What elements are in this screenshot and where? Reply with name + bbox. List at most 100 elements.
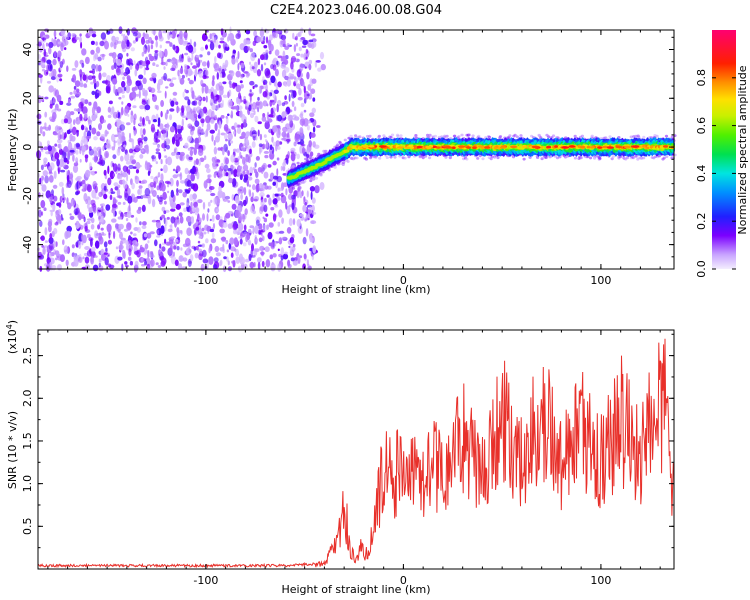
heatmap-noise-cell [308,27,312,36]
heatmap-noise-cell [263,171,269,179]
heatmap-noise-cell [255,184,260,193]
heatmap-noise-cell [53,240,56,248]
heatmap-noise-cell [181,118,184,127]
heatmap-signal-peak [396,146,405,149]
heatmap-noise-cell [277,55,283,59]
heatmap-noise-cell [266,140,269,148]
heatmap-noise-cell [243,263,248,269]
heatmap-noise-cell [278,237,283,245]
heatmap-signal-halo [377,134,381,138]
heatmap-noise-cell [133,113,137,121]
heatmap-noise-cell [139,180,142,184]
heatmap-noise-cell [182,91,185,98]
heatmap-noise-cell [122,165,128,173]
heatmap-noise-cell [176,124,182,130]
heatmap-noise-cell [139,142,143,147]
heatmap-noise-cell [159,255,163,261]
heatmap-noise-cell [133,60,136,65]
heatmap-noise-cell [94,53,99,60]
heatmap-noise-cell [41,192,44,199]
heatmap-noise-cell [156,229,160,235]
heatmap-noise-cell [121,263,124,272]
heatmap-noise-cell [280,63,287,69]
heatmap-signal-halo [642,156,646,160]
heatmap-noise-cell [161,206,166,212]
heatmap-signal-peak [495,145,499,148]
heatmap-noise-cell [249,80,255,86]
heatmap-noise-cell [91,33,97,38]
heatmap-noise-cell [88,101,92,106]
heatmap-signal-halo [291,164,296,168]
heatmap-noise-cell [216,202,220,209]
heatmap-noise-cell [221,99,224,108]
heatmap-noise-cell [299,39,303,42]
heatmap-noise-cell [70,135,76,142]
heatmap-noise-cell [227,260,230,266]
heatmap-noise-cell [198,253,203,261]
heatmap-noise-cell [197,136,202,143]
heatmap-noise-cell [230,154,236,163]
heatmap-noise-cell [98,236,104,245]
heatmap-noise-cell [94,171,98,174]
heatmap-noise-cell [160,173,164,182]
heatmap-noise-cell [268,197,272,206]
heatmap-noise-cell [306,190,309,198]
heatmap-signal-halo [445,134,449,138]
heatmap-noise-cell [245,29,251,35]
heatmap-noise-cell [141,36,145,46]
heatmap-signal-halo [314,176,319,180]
heatmap-noise-cell [97,56,102,62]
heatmap-noise-cell [122,171,127,178]
heatmap-noise-cell [303,253,307,260]
heatmap-noise-cell [281,137,287,141]
heatmap-noise-cell [244,100,247,104]
heatmap-signal-halo [664,134,669,138]
heatmap-noise-cell [54,107,59,111]
heatmap-noise-cell [241,131,246,139]
heatmap-noise-cell [224,132,228,140]
heatmap-noise-cell [37,95,42,104]
heatmap-noise-cell [117,111,121,119]
heatmap-noise-cell [124,264,129,268]
heatmap-noise-cell [182,257,188,262]
heatmap-noise-cell [66,180,72,189]
heatmap-noise-cell [153,119,157,123]
heatmap-noise-cell [306,259,309,266]
heatmap-noise-cell [128,164,134,170]
heatmap-noise-cell [36,150,42,159]
heatmap-noise-cell [104,257,109,266]
heatmap-noise-cell [259,100,263,109]
heatmap-noise-cell [193,160,196,166]
heatmap-noise-cell [98,222,101,226]
heatmap-noise-cell [270,75,276,84]
heatmap-noise-cell [171,57,177,65]
heatmap-noise-cell [240,73,244,79]
heatmap-noise-cell [182,40,187,46]
heatmap-noise-cell [235,148,240,153]
heatmap-noise-cell [63,245,69,255]
heatmap-noise-cell [256,36,261,43]
heatmap-noise-cell [83,113,88,120]
heatmap-noise-cell [214,245,220,253]
heatmap-noise-cell [264,154,269,159]
heatmap-noise-cell [233,131,236,135]
heatmap-noise-cell [219,72,223,78]
heatmap-noise-cell [57,143,61,149]
heatmap-noise-cell [207,39,211,42]
heatmap-noise-cell [52,203,56,212]
heatmap-noise-cell [224,59,229,67]
heatmap-noise-cell [105,204,111,211]
heatmap-noise-cell [208,246,211,254]
heatmap-noise-cell [209,98,214,107]
heatmap-signal-halo [457,135,461,139]
heatmap-noise-cell [198,235,203,239]
heatmap-signal-halo [580,134,585,138]
heatmap-noise-cell [212,264,218,270]
heatmap-noise-cell [127,188,131,195]
heatmap-noise-cell [220,28,224,36]
heatmap-signal-halo [333,166,337,169]
heatmap-signal-halo [598,156,602,160]
heatmap-noise-cell [235,229,240,234]
heatmap-noise-cell [78,212,82,221]
heatmap-noise-cell [262,76,265,80]
